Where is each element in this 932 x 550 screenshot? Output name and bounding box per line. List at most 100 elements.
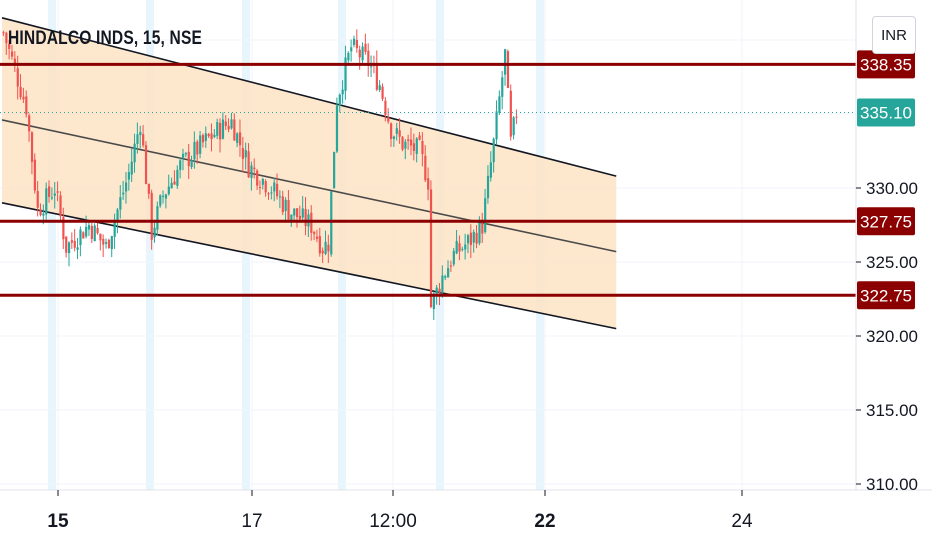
candle-body [147,183,150,194]
candle-body [119,197,122,210]
candle-body [418,135,421,140]
candle-body [241,148,245,159]
time-axis[interactable]: 15 17 12:00 22 24 [47,490,753,532]
candle-body [190,160,193,168]
candle-body [30,132,34,162]
channel-middle-line[interactable] [1,119,617,253]
candle-body [2,32,5,34]
candle-body [56,191,59,193]
candle-body [233,119,236,141]
candle-body [196,141,199,155]
candle-body [424,155,427,181]
candle-body [219,122,222,140]
candle-body [16,68,19,87]
candle-body [264,181,267,193]
candle-body [375,63,378,90]
candle-body [8,43,11,49]
candle-body [504,49,507,75]
candle-body [321,250,324,254]
candle-body [133,143,136,163]
candle-body [304,209,307,227]
candle-body [498,96,501,113]
candle-body [267,193,270,195]
candle-body [204,133,207,141]
candle-body [253,167,256,170]
candle-body [238,132,242,146]
candle-body [347,52,350,61]
candle-body [139,132,142,136]
candle-body [159,195,162,206]
candle-body [435,287,438,297]
candle-body [466,235,470,244]
candle-body [96,227,99,234]
candle-body [278,196,282,198]
candle-body [170,182,173,189]
candle-body [512,117,515,136]
candle-body [407,139,410,142]
candle-body [187,151,190,167]
price-tick-label: 325.00 [866,253,918,272]
currency-button[interactable]: INR [872,16,916,54]
candle-body [105,242,108,244]
candle-body [324,241,327,254]
candle-body [207,134,210,137]
price-axis[interactable]: 310.00 315.00 320.00 325.00 330.00 [856,179,918,494]
time-tick-label: 12:00 [369,511,417,532]
candle-body [65,236,68,253]
candle-body [50,197,54,199]
candle-body [76,247,79,250]
time-tick-label: 24 [731,511,753,532]
candle-body [199,135,202,154]
candle-body [290,214,293,221]
candle-body [444,276,447,278]
horizontal-levels[interactable] [0,62,856,297]
candle-body [449,265,453,267]
candle-body [144,145,148,185]
time-tick-label: 17 [241,511,262,532]
candle-body [447,268,450,278]
candle-body [67,242,71,254]
candle-body [484,198,487,233]
candle-body [270,192,273,194]
candle-body [469,232,473,246]
candle-body [486,175,490,199]
candle-body [250,165,253,178]
candle-body [318,236,321,254]
candle-body [127,172,131,180]
candle-body [25,96,28,115]
candle-body [213,134,216,137]
candle-body [48,186,51,197]
candle-body [461,248,464,250]
candle-body [162,195,165,197]
candle-body [276,183,279,197]
time-tick-label: 15 [47,511,69,532]
candle-body [244,150,247,158]
candlestick-series [2,29,518,320]
candle-body [87,225,91,230]
last-price-tag-label: 335.10 [860,104,912,123]
candle-body [99,233,102,241]
session-stripe [48,0,56,490]
channel-lower-line[interactable] [1,202,617,330]
candle-body [13,58,17,66]
channel-upper-line[interactable] [1,17,617,177]
candle-body [167,186,170,195]
candle-body [173,181,176,185]
candle-body [193,141,196,160]
session-stripe [146,0,154,490]
candle-body [401,136,404,150]
candle-body [136,134,139,145]
candle-body [33,159,36,191]
candle-body [19,86,22,98]
candle-body [107,239,111,248]
candle-body [492,138,495,163]
candle-body [227,125,230,130]
candle-body [409,139,413,146]
level-price-tag-bg [857,207,915,236]
candle-body [352,38,356,45]
candle-body [122,192,125,195]
candle-body [287,200,290,220]
candle-body [201,135,205,143]
candle-body [73,240,76,248]
